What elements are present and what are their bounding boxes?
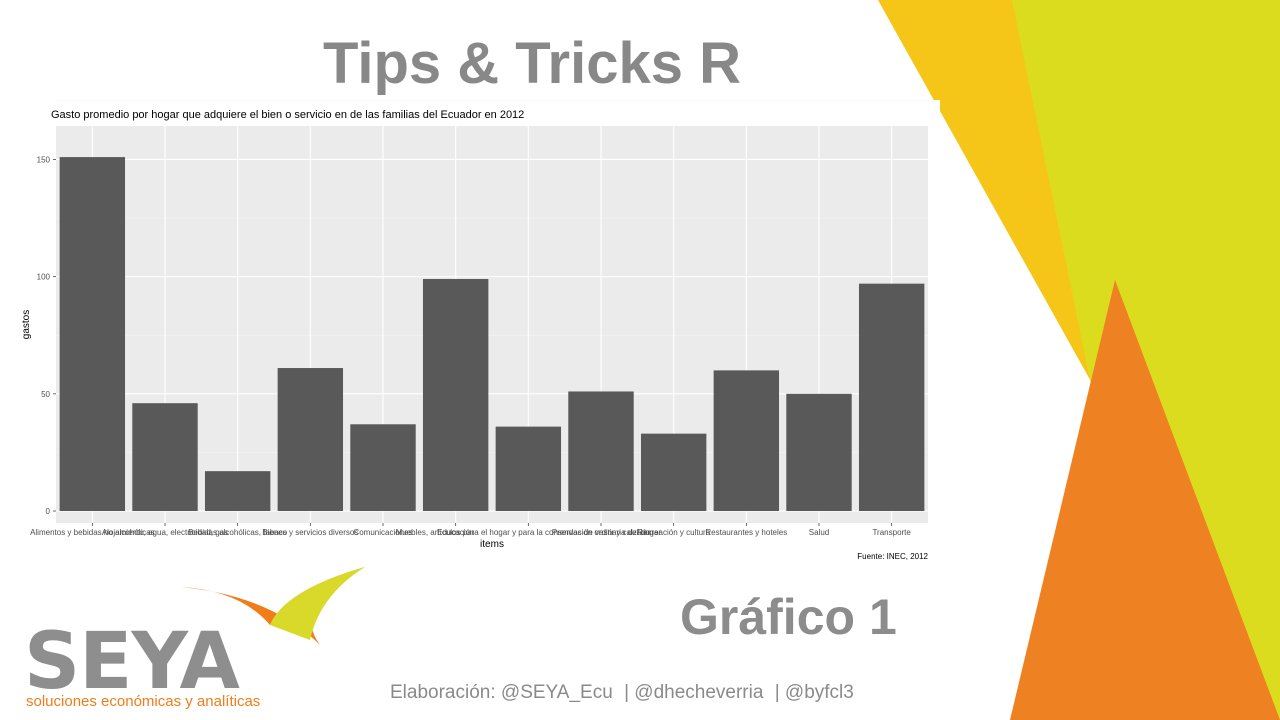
bar-7	[495, 426, 562, 511]
bar-5	[350, 424, 416, 511]
x-tick-label: Recreación y cultura	[637, 528, 710, 537]
chart-panel: 0 50 100 150 Alimentos y bebidas no alcohóli…	[14, 100, 940, 570]
seya-logo: SEYA soluciones económicas y analíticas	[20, 565, 380, 715]
x-tick-label: Alimentos y bebidas no alcohólicas	[30, 528, 155, 537]
logo-tagline: soluciones económicas y analíticas	[26, 693, 261, 710]
bar-11	[786, 393, 852, 511]
orange-triangle-shape	[1010, 280, 1280, 720]
bar-3	[204, 471, 271, 511]
bar-6	[422, 278, 489, 511]
credit-byfcl3: | @byfcl3	[774, 682, 854, 703]
chart-title: Gasto promedio por hogar que adquiere el…	[51, 109, 525, 121]
lime-triangle-shape	[1012, 0, 1280, 720]
slide-title: Tips & Tricks R	[323, 31, 741, 96]
y-tick-label: 50	[41, 390, 50, 399]
bar-chart: 0 50 100 150 Alimentos y bebidas no alcohóli…	[21, 100, 928, 550]
y-tick-label: 100	[37, 273, 51, 282]
x-tick-label: Muebles, artículos para el hogar y para …	[396, 528, 662, 537]
x-tick-label: Restaurantes y hoteles	[705, 528, 787, 537]
bar-12	[858, 283, 925, 511]
x-tick-label: Alojamiento, agua, electricidad, gas	[102, 528, 228, 537]
x-tick-label: Salud	[809, 528, 829, 537]
bar-9	[640, 433, 707, 511]
x-tick-label: Transporte	[872, 528, 911, 537]
plot-background	[56, 126, 928, 523]
x-tick-label: Bienes y servicios diversos	[262, 528, 358, 537]
x-tick-label: Comunicaciones	[353, 528, 412, 537]
chart-caption: Fuente: INEC, 2012	[857, 552, 928, 561]
credits-line: Elaboración: @SEYA_Ecu | @dhecheverria |…	[390, 682, 860, 704]
y-tick-label: 0	[46, 507, 51, 516]
logo-swoosh-icon	[180, 567, 365, 645]
x-tick-label: Prendas de vestir y calzado	[552, 528, 651, 537]
x-axis-title: items	[480, 539, 504, 550]
y-tick-label: 150	[37, 155, 51, 164]
bar-10	[713, 370, 780, 511]
bar-4	[277, 368, 344, 511]
bar-1	[59, 157, 126, 511]
credit-elaboracion: Elaboración: @SEYA_Ecu	[390, 682, 613, 703]
figure-label: Gráfico 1	[680, 589, 897, 645]
credit-dhecheverria: | @dhecheverria	[624, 682, 764, 703]
x-tick-label: Bebidas alcohólicas, tabaco	[188, 528, 288, 537]
y-axis-title: gastos	[21, 310, 32, 339]
logo-wordmark: SEYA	[24, 617, 240, 707]
bar-8	[568, 391, 634, 511]
bar-2	[132, 403, 198, 511]
x-tick-label: Educación	[437, 528, 474, 537]
